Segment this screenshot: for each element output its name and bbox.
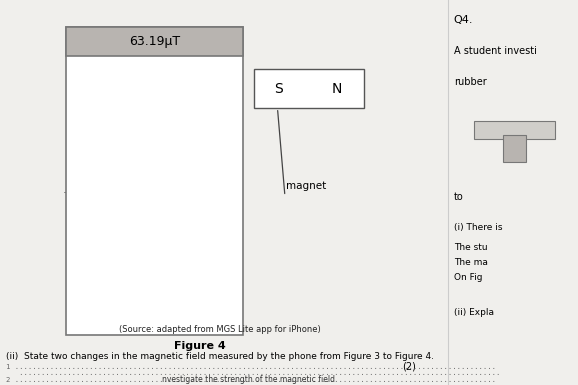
Text: (i) There is: (i) There is bbox=[454, 223, 502, 232]
Text: The stu: The stu bbox=[454, 243, 487, 251]
Text: 90°: 90° bbox=[232, 189, 244, 194]
Text: -135°: -135° bbox=[86, 248, 105, 253]
Text: ................................................................................: ........................................… bbox=[6, 370, 500, 377]
Text: The ma: The ma bbox=[454, 258, 488, 267]
Text: N: N bbox=[332, 82, 342, 95]
Text: -45°: -45° bbox=[88, 130, 103, 136]
Text: magnet: magnet bbox=[286, 181, 327, 191]
Text: 0°: 0° bbox=[151, 105, 158, 111]
Text: rubber: rubber bbox=[454, 77, 487, 87]
Text: ±180°: ±180° bbox=[143, 273, 166, 279]
Text: Q4.: Q4. bbox=[454, 15, 473, 25]
Text: ................................................................................: ........................................… bbox=[6, 383, 500, 385]
Text: 135°: 135° bbox=[205, 248, 222, 253]
Text: Figure 4: Figure 4 bbox=[173, 341, 225, 351]
Text: (2): (2) bbox=[402, 362, 416, 372]
Text: (ii) Expla: (ii) Expla bbox=[454, 308, 494, 317]
Text: 1 ..............................................................................: 1 ......................................… bbox=[6, 364, 496, 370]
Text: 2 ..............................................................................: 2 ......................................… bbox=[6, 377, 496, 383]
Text: On Fig: On Fig bbox=[454, 273, 482, 282]
Text: (Source: adapted from MGS Lite app for iPhone): (Source: adapted from MGS Lite app for i… bbox=[118, 325, 321, 334]
Text: to: to bbox=[454, 192, 464, 203]
Text: 63.19μT: 63.19μT bbox=[129, 35, 180, 48]
Text: nvestigate the strength of the magnetic field: nvestigate the strength of the magnetic … bbox=[162, 375, 335, 384]
Text: 45°: 45° bbox=[208, 130, 220, 136]
Text: (ii)  State two changes in the magnetic field measured by the phone from Figure : (ii) State two changes in the magnetic f… bbox=[6, 352, 433, 361]
Text: 36°: 36° bbox=[138, 203, 153, 212]
Text: A student investi: A student investi bbox=[454, 46, 536, 56]
Text: S: S bbox=[274, 82, 283, 95]
Text: -90°: -90° bbox=[64, 189, 79, 194]
